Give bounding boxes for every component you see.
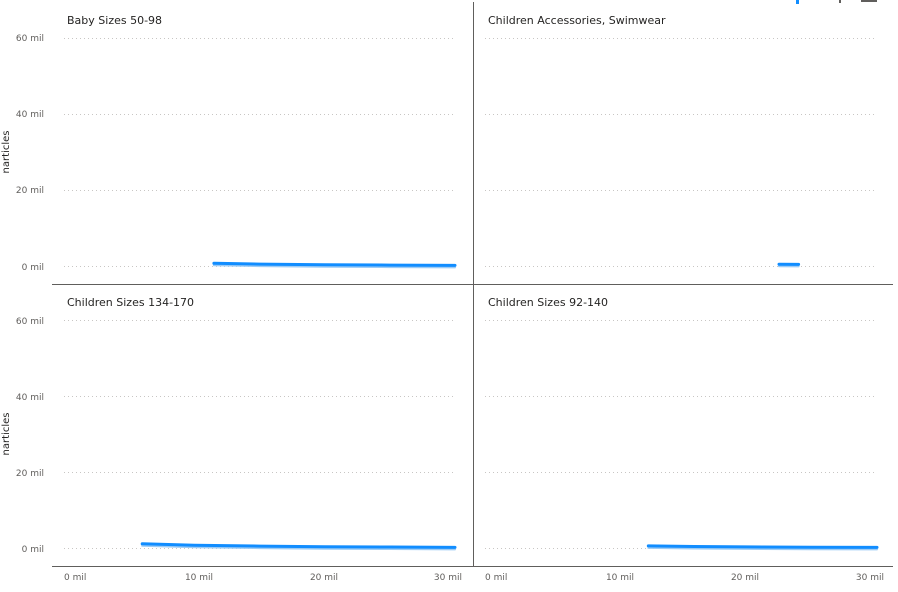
more-options-icon[interactable] [861, 0, 877, 2]
y-tick-label: 60 mil [16, 317, 44, 327]
y-tick-label: 20 mil [16, 186, 44, 196]
y-tick-label: 40 mil [16, 393, 44, 403]
x-tick-label: 10 mil [606, 573, 634, 583]
y-axis-label-top: narticles [1, 131, 12, 174]
focus-mode-icon[interactable] [796, 0, 799, 4]
panel-title-children-accessories: Children Accessories, Swimwear [488, 14, 666, 27]
y-tick-label: 0 mil [22, 263, 44, 273]
x-tick-label: 30 mil [856, 573, 884, 583]
gridlines [64, 39, 877, 549]
visual-header-toolbar [796, 0, 877, 4]
series-line[interactable] [648, 546, 877, 548]
series-line[interactable] [214, 263, 455, 265]
y-ticks-top-row: 0 mil 20 mil 40 mil 60 mil [16, 34, 44, 273]
panel-title-children-sizes-92-140: Children Sizes 92-140 [488, 296, 608, 309]
y-axis-label-bottom: narticles [1, 413, 12, 456]
y-ticks-bottom-row: 0 mil 20 mil 40 mil 60 mil [16, 317, 44, 555]
y-tick-label: 20 mil [16, 469, 44, 479]
x-tick-label: 0 mil [64, 573, 86, 583]
x-tick-label: 20 mil [731, 573, 759, 583]
filter-icon[interactable] [839, 0, 841, 3]
x-ticks-left-column: 0 mil 10 mil 20 mil 30 mil [64, 573, 462, 583]
y-tick-label: 40 mil [16, 110, 44, 120]
panel-title-children-sizes-134-170: Children Sizes 134-170 [67, 296, 194, 309]
x-tick-label: 0 mil [485, 573, 507, 583]
y-tick-label: 0 mil [22, 545, 44, 555]
panel-title-baby-sizes: Baby Sizes 50-98 [67, 14, 162, 27]
x-ticks-right-column: 0 mil 10 mil 20 mil 30 mil [485, 573, 884, 583]
y-tick-label: 60 mil [16, 34, 44, 44]
x-tick-label: 30 mil [434, 573, 462, 583]
x-tick-label: 20 mil [310, 573, 338, 583]
x-tick-label: 10 mil [185, 573, 213, 583]
